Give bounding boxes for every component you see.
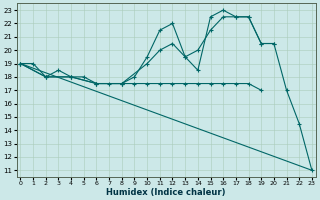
X-axis label: Humidex (Indice chaleur): Humidex (Indice chaleur) — [107, 188, 226, 197]
